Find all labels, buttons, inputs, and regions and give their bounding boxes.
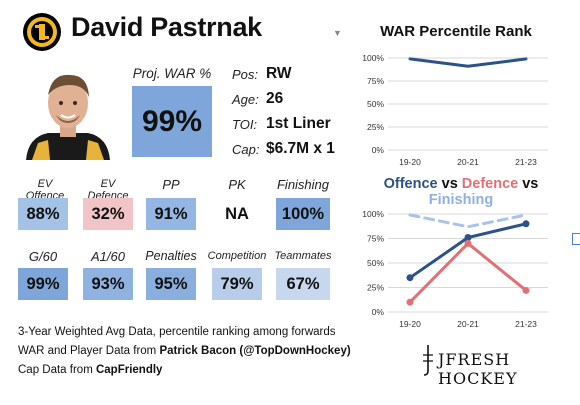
ev-defence-value: 32% <box>83 198 133 230</box>
chart1-ytick: 50% <box>367 99 384 109</box>
chart2-title-offence: Offence <box>383 176 438 192</box>
ev-offence-value: 88% <box>18 198 68 230</box>
a160-value: 93% <box>83 268 133 300</box>
g60-label: G/60 <box>28 249 58 264</box>
chart2-point-defence <box>464 239 472 247</box>
bruins-logo <box>23 13 61 51</box>
age-label: Age: <box>232 92 259 107</box>
g60-value: 99% <box>18 268 68 300</box>
penalties-label: Penalties <box>145 249 197 263</box>
chart2-title-vs1: vs <box>437 176 462 192</box>
note-war-source: WAR and Player Data from Patrick Bacon (… <box>18 345 351 357</box>
note-cap-source: Cap Data from CapFriendly <box>18 364 163 376</box>
pk-value: NA <box>212 198 262 230</box>
pp-label: PP <box>162 177 180 192</box>
war-percentile-chart: 0% 25% 50% 75% 100% 19-20 20-21 21-23 <box>362 53 548 167</box>
chart2-point-offence <box>406 274 414 282</box>
toi-label: TOI: <box>232 117 258 132</box>
cap-label: Cap: <box>232 142 260 157</box>
chart2-series-finishing <box>408 213 528 229</box>
age-value: 26 <box>266 90 284 107</box>
offence-defence-finishing-chart: 0% 25% 50% 75% 100% 19-20 20-21 21-23 <box>362 209 548 329</box>
edge-handle[interactable] <box>572 233 580 245</box>
competition-value: 79% <box>212 268 262 300</box>
teammates-value: 67% <box>276 268 330 300</box>
chart2-ytick: 0% <box>372 307 385 317</box>
chart1-series-war <box>408 57 528 68</box>
chart2-ytick: 75% <box>367 234 384 244</box>
cap-value: $6.7M x 1 <box>266 140 335 157</box>
chart2-xtick: 19-20 <box>399 319 421 329</box>
dropdown-caret-icon[interactable]: ▼ <box>333 28 342 38</box>
pos-value: RW <box>266 65 292 82</box>
chart2-point-offence <box>522 220 530 228</box>
chart1-xtick: 19-20 <box>399 157 421 167</box>
chart2-xtick: 21-23 <box>515 319 537 329</box>
chart1-xtick: 21-23 <box>515 157 537 167</box>
finishing-value: 100% <box>276 198 330 230</box>
chart1-ytick: 0% <box>372 145 385 155</box>
chart2-ytick: 25% <box>367 283 384 293</box>
player-photo <box>18 65 118 160</box>
chart1-ytick: 100% <box>362 53 384 63</box>
note-methodology: 3-Year Weighted Avg Data, percentile ran… <box>18 326 336 338</box>
jfresh-logo-icon <box>423 345 433 376</box>
chart1-xtick: 20-21 <box>457 157 479 167</box>
competition-label: Competition <box>207 250 267 262</box>
chart2-series-offence <box>408 222 528 280</box>
toi-value: 1st Liner <box>266 115 331 132</box>
chart1-ytick: 25% <box>367 122 384 132</box>
finishing-label: Finishing <box>276 177 330 192</box>
chart2-title-finishing: Finishing <box>428 192 494 208</box>
chart2-series-defence <box>408 241 528 304</box>
chart2-point-defence <box>406 298 414 306</box>
brand-name: JFRESH HOCKEY <box>438 350 518 388</box>
pos-label: Pos: <box>232 67 259 82</box>
chart2-xtick: 20-21 <box>457 319 479 329</box>
teammates-label: Teammates <box>274 250 332 262</box>
chart2-ytick: 50% <box>367 258 384 268</box>
chart2-point-offence <box>464 234 472 242</box>
a160-label: A1/60 <box>91 249 125 264</box>
chart1-ytick: 75% <box>367 76 384 86</box>
pp-value: 91% <box>146 198 196 230</box>
chart2-title-vs2: vs <box>518 176 539 192</box>
proj-war-value: 99% <box>132 86 212 157</box>
chart1-title: WAR Percentile Rank <box>380 23 532 40</box>
pk-label: PK <box>228 177 246 192</box>
war-source-name: Patrick Bacon (@TopDownHockey) <box>159 345 351 357</box>
chart2-ytick: 100% <box>362 209 384 219</box>
player-name: David Pastrnak <box>71 12 262 42</box>
cap-source-name: CapFriendly <box>95 364 163 376</box>
proj-war-label: Proj. WAR % <box>132 66 212 81</box>
chart2-title: Offence vs Defence vs Finishing <box>352 176 570 208</box>
chart2-title-defence: Defence <box>461 176 519 192</box>
chart2-point-defence <box>522 286 530 294</box>
penalties-value: 95% <box>146 268 196 300</box>
